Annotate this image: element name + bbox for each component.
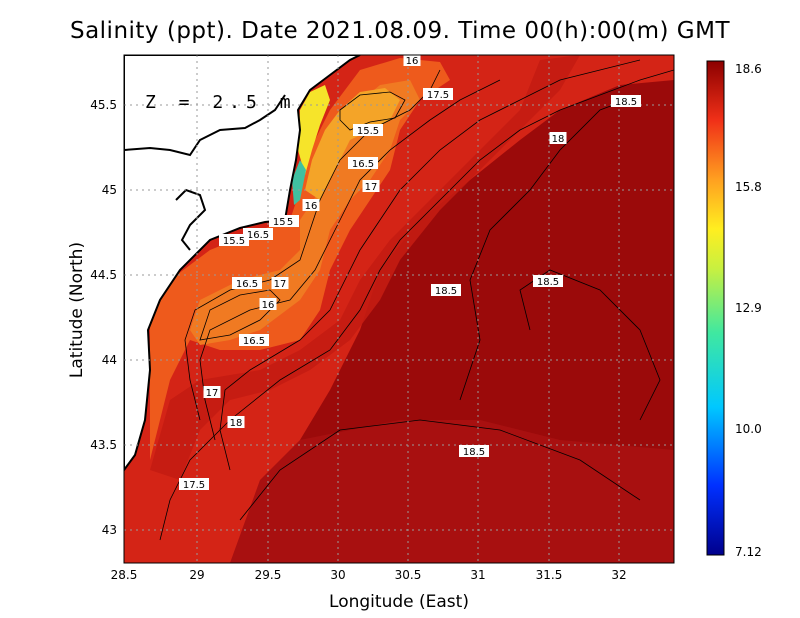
x-tick: 31 xyxy=(470,568,485,582)
y-tick: 45.5 xyxy=(90,98,117,112)
contour-label-bg xyxy=(423,88,453,100)
x-axis: 28.5 29 29.5 30 30.5 31 31.5 32 Longitud… xyxy=(111,568,627,612)
contour-label-bg xyxy=(284,215,296,227)
colorbar-tick: 7.12 xyxy=(735,545,762,559)
contour-labels: 1617.518.515.51816.5171615.516.515.516.5… xyxy=(179,54,641,491)
colorbar: 18.6 15.8 12.9 10.0 7.12 xyxy=(706,60,762,559)
contour-label-bg xyxy=(239,334,269,346)
x-tick: 30.5 xyxy=(395,568,422,582)
contour-label: 18 xyxy=(230,418,243,429)
x-tick: 29.5 xyxy=(255,568,282,582)
colorbar-tick: 15.8 xyxy=(735,180,762,194)
contour-label-bg xyxy=(533,275,563,287)
colorbar-tick: 12.9 xyxy=(735,301,762,315)
x-tick: 28.5 xyxy=(111,568,138,582)
contour-label-bg xyxy=(232,277,262,289)
contour-label: 15.5 xyxy=(357,126,379,137)
y-tick: 43 xyxy=(102,523,117,537)
colorbar-tick: 10.0 xyxy=(735,422,762,436)
contour-label: 17 xyxy=(274,279,287,290)
contour-label-bg xyxy=(259,298,277,310)
x-tick: 29 xyxy=(189,568,204,582)
land xyxy=(124,55,361,472)
contour-label-bg xyxy=(431,284,461,296)
contour-label: 15.5 xyxy=(273,217,295,228)
y-tick: 43.5 xyxy=(90,438,117,452)
contour-label-bg xyxy=(549,132,567,144)
y-axis-label: Latitude (North) xyxy=(67,242,87,378)
colorbar-tick: 18.6 xyxy=(735,62,762,76)
contour-label: 18 xyxy=(552,134,565,145)
x-tick: 32 xyxy=(611,568,626,582)
contour-label: 18.5 xyxy=(463,447,485,458)
river-mouth xyxy=(292,160,306,205)
contour-label: 18.5 xyxy=(537,277,559,288)
contour-label-bg xyxy=(203,386,221,398)
contour-label: 17 xyxy=(365,182,378,193)
contour-label-bg xyxy=(403,54,421,66)
contour-label-bg xyxy=(353,124,383,136)
contour-label: 17.5 xyxy=(427,90,449,101)
grid-lines xyxy=(124,55,674,563)
contour-label: 17.5 xyxy=(183,480,205,491)
y-tick: 44.5 xyxy=(90,268,117,282)
contour-label: 17 xyxy=(206,388,219,399)
x-tick: 30 xyxy=(330,568,345,582)
contour-label: 16.5 xyxy=(243,336,265,347)
x-axis-label: Longitude (East) xyxy=(329,592,469,612)
contour-label-bg xyxy=(611,95,641,107)
high-salinity-south xyxy=(230,420,674,563)
contour-label-bg xyxy=(348,157,378,169)
contour-label: 18.5 xyxy=(615,97,637,108)
contour-label: 16.5 xyxy=(247,230,269,241)
contour-lines xyxy=(159,59,674,541)
y-tick: 45 xyxy=(102,183,117,197)
fresh-water xyxy=(298,85,330,175)
y-axis: 43 43.5 44 44.5 45 45.5 Latitude (North) xyxy=(67,98,117,537)
contour-label: 16.5 xyxy=(352,159,374,170)
contour-label: 16 xyxy=(305,201,318,212)
contour-label-bg xyxy=(219,234,249,246)
contour-label-bg xyxy=(302,199,320,211)
colorbar-ramp xyxy=(706,60,725,556)
mid-band xyxy=(150,55,580,480)
depth-label: Z = 2.5 m xyxy=(145,92,297,113)
contour-label-bg xyxy=(459,445,489,457)
contour-label: 16 xyxy=(406,56,419,67)
contour-label-bg xyxy=(271,277,289,289)
contour-label: 16 xyxy=(262,300,275,311)
plot-frame xyxy=(123,54,675,564)
contour-label-bg xyxy=(179,478,209,490)
x-tick: 31.5 xyxy=(536,568,563,582)
contour-label: 5 xyxy=(287,217,293,228)
contour-label-bg xyxy=(362,180,380,192)
plume-core xyxy=(305,88,400,200)
contour-label: 15.5 xyxy=(223,236,245,247)
contour-label-bg xyxy=(243,228,273,240)
contour-label: 16.5 xyxy=(236,279,258,290)
map-title: Salinity (ppt). Date 2021.08.09. Time 00… xyxy=(69,18,731,44)
y-tick: 44 xyxy=(102,353,117,367)
contour-label-bg xyxy=(227,416,245,428)
contour-label: 18.5 xyxy=(435,286,457,297)
